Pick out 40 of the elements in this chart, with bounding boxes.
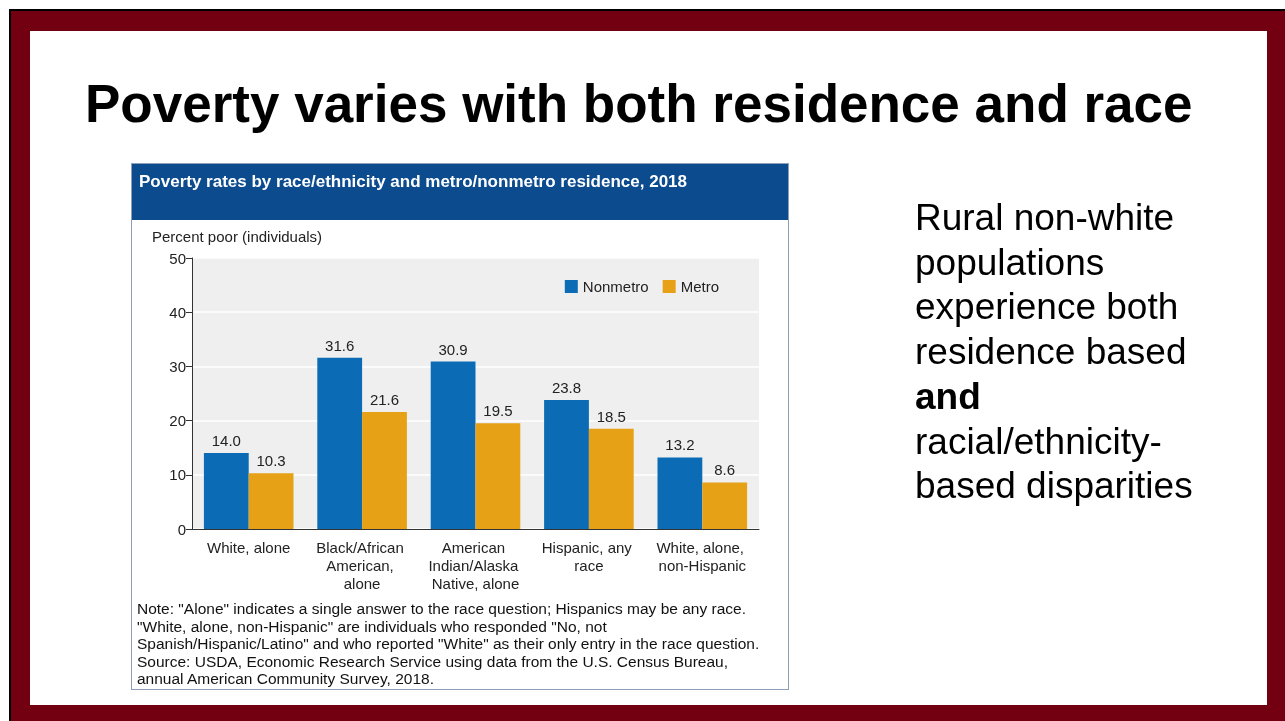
bar [362,411,407,529]
bar [544,400,589,529]
text: and [915,374,982,419]
y-axis-title: Percent poor (individuals) [152,228,323,246]
x-tick-label: Black/African American, alone [316,538,408,592]
x-tick-label: American Indian/Alaska Native, alone [428,538,523,592]
bar [702,482,748,529]
x-tick-label: Hispanic, any race [541,538,637,574]
y-tick-label: 30 [169,357,186,375]
chart-subtitle: Poverty rates by race/ethnicity and metro/nonmetro residence, 2018 [139,172,687,192]
y-tick-label: 40 [169,303,186,321]
text: Note: "Alone" indicates a single answer to the race question; Hispanics may be any race. "White, alone, non-Hispanic" are individuals who responded "No, not Spanish/Hispanic/Latino" and who reported "White" as their only entry in the race question. [137,600,761,653]
bar [657,457,703,529]
legend-label: Metro [680,278,719,295]
data-label: 10.3 [256,452,286,470]
data-label: 13.2 [665,436,695,454]
y-tick-label: 20 [169,412,186,430]
legend-label: Nonmetro [582,278,649,295]
data-label: 18.5 [596,407,626,425]
data-label: 14.0 [211,432,241,450]
bar [588,428,634,529]
data-label: 31.6 [325,336,355,354]
bar [475,423,521,529]
y-tick-label: 0 [177,520,186,538]
x-tick-label: White, alone [207,538,291,556]
data-label: 30.9 [438,340,468,358]
data-label: 8.6 [714,461,736,479]
text: racial/ethnicity-based disparities [915,419,1194,509]
chart-title: Poverty varies with both residence and race [85,73,1193,135]
data-label: 21.6 [369,390,400,408]
source-note: Source: USDA, Economic Research Service using data from the U.S. Census Bureau, annual American Community Survey, 2018. [137,652,729,688]
data-label: 19.5 [483,402,513,420]
bar [317,357,363,529]
bar [430,361,476,529]
y-tick-label: 50 [169,249,186,267]
bar [248,473,294,529]
data-label: 23.8 [551,379,582,396]
x-tick-label: White, alone, non-Hispanic [656,538,749,574]
y-tick-label: 10 [169,466,186,484]
bar [203,453,249,529]
